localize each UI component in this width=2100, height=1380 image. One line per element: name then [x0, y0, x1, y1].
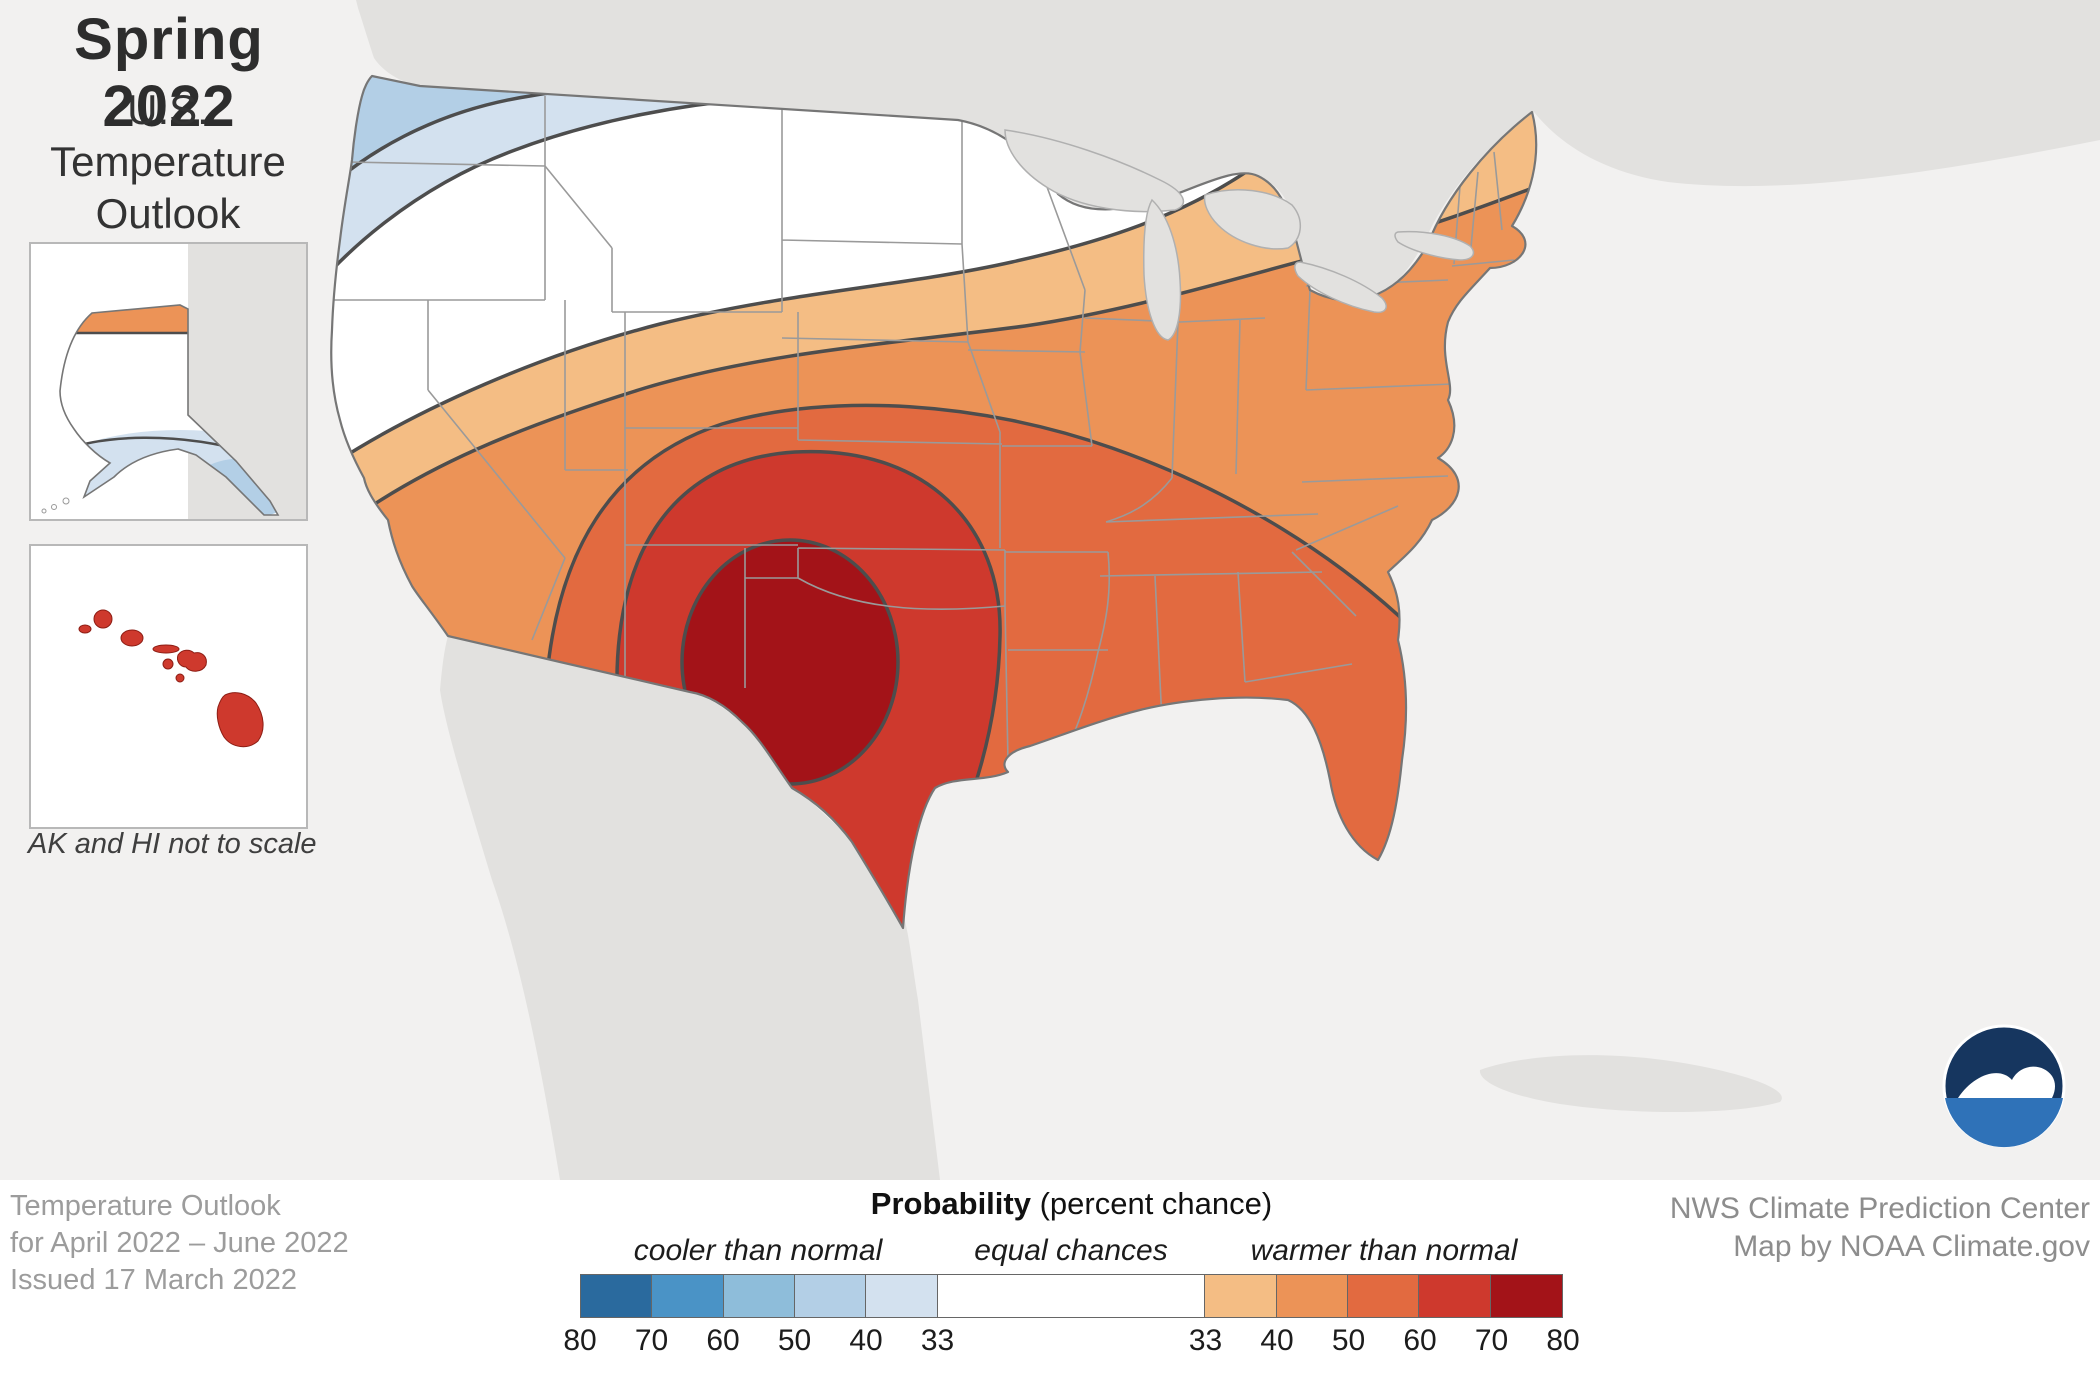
lake-ontario	[1394, 230, 1475, 261]
colorbar-cell-warm-70-80	[1490, 1275, 1563, 1317]
canada-landmass	[356, 0, 2100, 300]
subtitle-line-temperature: Temperature	[50, 138, 286, 185]
island-kahoolawe	[175, 673, 185, 683]
alaska-inset-border	[29, 242, 308, 521]
colorbar-cell-cool-40-33	[866, 1275, 938, 1317]
tick-cool-70: 70	[634, 1324, 669, 1357]
lake-huron	[1203, 189, 1301, 250]
page-title-season: Spring 2022	[74, 7, 264, 139]
colorbar-cell-cool-80-70	[581, 1275, 653, 1317]
issuance-info: Temperature Outlook for April 2022 – Jun…	[10, 1188, 349, 1299]
alaska-outline	[59, 304, 280, 516]
legend-title-bold: Probability	[870, 1186, 1031, 1221]
tick-cool-40: 40	[849, 1324, 883, 1357]
tick-cool-60: 60	[706, 1324, 740, 1357]
hawaii-inset-border	[29, 544, 308, 829]
tick-warm-40: 40	[1260, 1324, 1294, 1357]
us-outline	[330, 74, 1538, 930]
island-maui	[177, 649, 207, 672]
colorbar-ticks: 80 70 60 50 40 33 33 40 50 60 70 80	[563, 1318, 1579, 1358]
issuance-line-1: Temperature Outlook	[10, 1190, 281, 1222]
cuba-landmass	[1479, 1055, 1782, 1113]
legend-category-labels: cooler than normal equal chances warmer …	[580, 1230, 1563, 1274]
aleutian-island	[62, 497, 70, 505]
attribution-info: NWS Climate Prediction Center Map by NOA…	[1670, 1190, 2090, 1266]
tick-cool-33: 33	[920, 1324, 955, 1357]
hawaii-inset	[29, 544, 308, 829]
colorbar-cell-cool-50-40	[795, 1275, 867, 1317]
tick-cool-50: 50	[777, 1324, 812, 1357]
subtitle-line-outlook: Outlook	[95, 190, 241, 237]
noaa-logo	[1942, 1024, 2066, 1148]
noaa-logo-bird-icon	[1958, 1066, 2055, 1098]
label-equal-chances: equal chances	[974, 1234, 1168, 1267]
lake-superior	[1004, 129, 1185, 213]
colorbar-cell-cool-60-50	[723, 1275, 796, 1317]
tick-warm-70: 70	[1474, 1324, 1509, 1357]
lake-michigan	[1143, 198, 1182, 341]
page-title-subtitle: U.S. Temperature Outlook	[8, 84, 328, 240]
label-cooler-than-normal: cooler than normal	[633, 1234, 883, 1267]
tick-warm-80: 80	[1546, 1324, 1580, 1357]
tick-warm-50: 50	[1331, 1324, 1366, 1357]
state-borders	[334, 96, 1515, 763]
colorbar-cell-cool-70-60	[652, 1275, 724, 1317]
issuance-line-3: Issued 17 March 2022	[10, 1264, 297, 1296]
island-hawaii	[216, 692, 264, 748]
mexico-landmass	[440, 636, 940, 1180]
colorbar-cell-equal-chances	[937, 1275, 1206, 1317]
island-niihau	[78, 624, 92, 634]
island-kauai	[93, 609, 113, 629]
legend-title: Probability (percent chance)	[580, 1186, 1563, 1230]
noaa-logo-sea	[1945, 1098, 2063, 1148]
legend-title-rest: (percent chance)	[1030, 1186, 1273, 1221]
attribution-line-1: NWS Climate Prediction Center	[1669, 1192, 2090, 1225]
conus-map-svg	[0, 0, 2100, 1180]
colorbar-cell-warm-50-60	[1347, 1275, 1420, 1317]
colorbar-cell-warm-60-70	[1419, 1275, 1491, 1317]
attribution-line-2: Map by NOAA Climate.gov	[1733, 1230, 2090, 1263]
tick-warm-33: 33	[1188, 1324, 1223, 1357]
great-lakes	[1004, 129, 1475, 341]
inset-scale-note: AK and HI not to scale	[28, 828, 317, 860]
issuance-line-2: for April 2022 – June 2022	[10, 1227, 349, 1259]
tick-warm-60: 60	[1403, 1324, 1437, 1357]
colorbar-cell-warm-40-50	[1276, 1275, 1348, 1317]
island-lanai	[162, 658, 174, 670]
label-warmer-than-normal: warmer than normal	[1250, 1234, 1518, 1267]
probability-legend: Probability (percent chance) cooler than…	[563, 1186, 1579, 1358]
island-molokai	[152, 644, 180, 654]
subtitle-line-us: U.S.	[127, 86, 209, 133]
aleutian-island	[51, 504, 57, 510]
aleutian-island	[41, 508, 47, 514]
island-oahu	[120, 629, 144, 647]
colorbar-cell-warm-33-40	[1205, 1275, 1277, 1317]
alaska-inset	[29, 242, 308, 521]
tick-cool-80: 80	[563, 1324, 597, 1357]
colorbar	[580, 1274, 1563, 1318]
lake-erie	[1294, 261, 1387, 314]
